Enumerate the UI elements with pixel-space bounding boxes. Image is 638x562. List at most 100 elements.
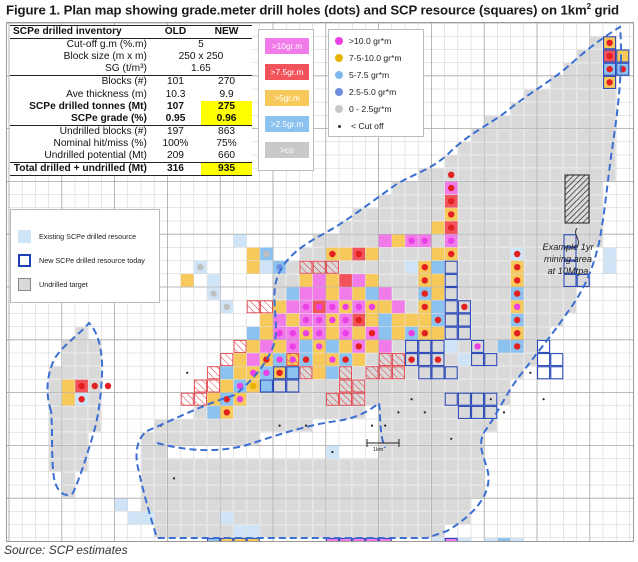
map-canvas — [7, 23, 633, 541]
undrilled-block — [234, 472, 246, 485]
undrilled-block — [392, 182, 405, 194]
source-note: Source: SCP estimates — [4, 543, 128, 557]
undrilled-block — [498, 287, 510, 300]
undrilled-block — [498, 195, 510, 208]
undrilled-block — [366, 380, 378, 392]
undrilled-block — [260, 512, 273, 524]
undrilled-block — [590, 102, 603, 115]
undrilled-block — [234, 485, 246, 498]
drill-hole-dot — [514, 250, 521, 258]
undrilled-block — [564, 274, 576, 287]
resource-block — [392, 300, 405, 314]
undrilled-block — [352, 208, 365, 221]
undrilled-block — [590, 63, 603, 76]
undrilled-block — [273, 498, 286, 511]
red-hatched-block — [352, 379, 366, 393]
drill-hole-dot — [434, 356, 442, 363]
legend-new-resource: New SCPe drilled resource today — [11, 250, 145, 270]
undrilled-block — [392, 287, 405, 300]
inventory-row-label: Cut-off g.m (%.m) — [66, 39, 147, 51]
undrilled-block — [524, 314, 537, 326]
resource-block — [339, 340, 352, 353]
undrilled-block — [484, 274, 497, 287]
new-resource-outline — [537, 353, 551, 367]
figure-title: Figure 1. Plan map showing grade.meter d… — [6, 2, 620, 18]
red-hatched-block — [180, 392, 194, 406]
undrilled-block — [392, 485, 405, 498]
drill-hole-dot — [250, 382, 257, 390]
resource-block — [233, 353, 247, 366]
undrilled-block — [339, 485, 352, 498]
drill-hole-dot — [276, 356, 283, 363]
red-hatched-block — [193, 392, 207, 406]
undrilled-block — [286, 485, 299, 498]
undrilled-block — [458, 472, 471, 485]
drill-hole-dot — [329, 356, 336, 363]
new-resource-outline — [603, 75, 617, 89]
resource-block — [431, 300, 445, 314]
undrilled-block — [405, 274, 418, 287]
example-pointer — [575, 227, 579, 248]
undrilled-block — [405, 512, 418, 524]
new-resource-outline — [471, 353, 485, 367]
drill-hole-dot — [606, 66, 613, 73]
light-blue-dot-icon — [335, 71, 343, 79]
undrilled-block — [458, 380, 471, 392]
resource-block — [365, 287, 379, 300]
undrilled-block — [590, 195, 603, 208]
undrilled-block — [194, 472, 207, 485]
undrilled-block — [418, 459, 431, 472]
undrilled-block — [234, 498, 246, 511]
drill-hole-dot — [223, 303, 230, 310]
new-resource-outline — [616, 49, 630, 63]
undrilled-block — [471, 353, 484, 366]
inventory-row-label: Total drilled + undrilled (Mt) — [10, 162, 150, 177]
example-line-2: mining area — [543, 254, 592, 264]
red-hatched-block — [391, 353, 405, 367]
new-resource-outline — [471, 392, 485, 406]
new-resource-outline — [550, 353, 564, 367]
undrilled-block — [484, 248, 497, 260]
inventory-row: Undrilled blocks (#) 197 863 — [10, 124, 252, 138]
undrilled-block — [141, 498, 154, 511]
drill-hole-dot — [329, 303, 336, 310]
undrilled-block — [577, 221, 590, 234]
inventory-row-old: 0.95 — [165, 112, 186, 124]
inventory-row-old: 209 — [166, 149, 184, 161]
undrilled-block — [564, 102, 576, 115]
drill-hole-dot — [408, 237, 415, 244]
undrilled-block — [326, 525, 339, 538]
undrilled-block — [286, 261, 299, 274]
new-resource-outline — [603, 62, 617, 76]
resource-block — [392, 313, 405, 327]
undrilled-block — [484, 234, 497, 247]
drill-hole-dot — [302, 303, 310, 310]
undrilled-block — [432, 459, 444, 472]
undrilled-block — [445, 446, 458, 458]
undrilled-block — [234, 459, 246, 472]
undrilled-block — [62, 353, 75, 366]
drill-hole-dot — [355, 316, 362, 324]
resource-block — [233, 234, 247, 248]
undrilled-block — [418, 472, 431, 485]
undrilled-block — [234, 406, 246, 419]
legend-square-5: >5gr.m — [265, 90, 309, 106]
undrilled-block — [88, 393, 101, 406]
legend-label: >10.0 gr*m — [349, 36, 392, 46]
drill-hole-dot — [514, 343, 521, 350]
new-resource-outline — [286, 379, 300, 393]
undrilled-block — [458, 340, 471, 353]
drill-hole-dot — [448, 211, 455, 218]
inventory-row-new: 935 — [201, 162, 252, 177]
undrilled-block — [511, 155, 524, 168]
undrilled-block — [405, 221, 418, 234]
new-resource-outline — [444, 287, 458, 301]
undrilled-block — [379, 406, 392, 419]
undrilled-block — [366, 393, 378, 406]
undrilled-block — [194, 512, 207, 524]
inventory-row-label: SCPe grade (%) — [71, 112, 147, 124]
undrilled-block — [471, 485, 484, 498]
undrilled-block — [352, 525, 365, 538]
drill-hole-dot — [448, 237, 455, 244]
inventory-row: Total drilled + undrilled (Mt) 316 935 — [10, 162, 252, 177]
